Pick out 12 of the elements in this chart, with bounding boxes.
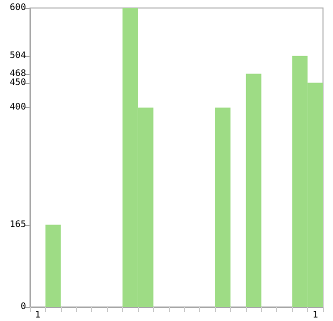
y-tick-label: 450	[10, 78, 26, 88]
y-tick-label: 0	[20, 302, 26, 312]
y-tick-label: 600	[10, 3, 26, 13]
y-tick-label: 400	[10, 102, 26, 113]
y-tick-label: 504	[10, 50, 26, 61]
x-tick-label: 1	[312, 310, 318, 320]
y-tick-label: 468	[10, 68, 26, 79]
bar	[45, 224, 61, 307]
y-tick-label: 165	[10, 220, 26, 230]
bar	[215, 108, 230, 307]
x-tick-label: 1	[35, 310, 40, 320]
bar	[246, 74, 262, 307]
